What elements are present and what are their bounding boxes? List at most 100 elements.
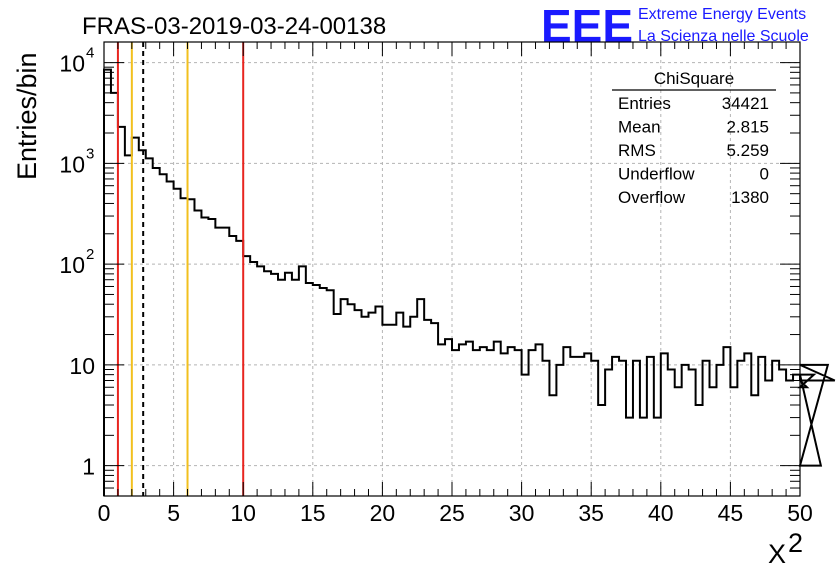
- histogram-bin: [480, 347, 487, 496]
- y-tick-label: 1: [82, 454, 95, 480]
- histogram-bin: [730, 387, 737, 496]
- histogram-bin: [779, 370, 786, 496]
- y-tick-label-exp: 2: [86, 246, 94, 263]
- y-tick-label-base: 1: [82, 454, 95, 480]
- histogram-bin: [355, 310, 362, 496]
- stats-title: ChiSquare: [654, 69, 734, 88]
- x-tick-label: 30: [509, 500, 535, 526]
- histogram-bin: [710, 387, 717, 496]
- histogram-bin: [146, 158, 153, 496]
- stats-value: 5.259: [726, 141, 769, 160]
- histogram-bin: [529, 350, 536, 496]
- histogram-bin: [313, 285, 320, 496]
- histogram-bin: [368, 313, 375, 496]
- histogram-bin: [167, 182, 174, 496]
- y-tick-label-base: 10: [59, 252, 85, 278]
- y-tick-label-base: 10: [59, 51, 85, 77]
- y-tick-label-exp: 3: [86, 145, 94, 162]
- histogram-bin: [104, 70, 111, 496]
- histogram-bin: [668, 370, 675, 496]
- histogram-bin: [675, 387, 682, 496]
- histogram-bin: [591, 361, 598, 496]
- x-tick-label: 10: [230, 500, 256, 526]
- stats-label: Overflow: [618, 188, 686, 207]
- histogram-bin: [118, 127, 125, 496]
- x-tick-labels: 0 5 10 15 20 25 30 35 40 45 50: [98, 500, 813, 526]
- histogram-bin: [229, 236, 236, 496]
- y-tick-label: 10 4: [59, 45, 94, 77]
- histogram-bin: [389, 325, 396, 496]
- x-axis-title-superscript: 2: [788, 528, 803, 558]
- histogram-bin: [327, 290, 334, 496]
- histogram: [103, 68, 836, 496]
- grid: [104, 42, 800, 496]
- histogram-bin: [786, 381, 793, 496]
- x-tick-label: 25: [439, 500, 465, 526]
- logo-mark: EEE: [541, 0, 633, 52]
- histogram-bin: [320, 288, 327, 496]
- histogram-bin: [153, 168, 160, 496]
- x-tick-label: 40: [648, 500, 674, 526]
- histogram-bin: [459, 344, 466, 496]
- histogram-bin: [194, 211, 201, 496]
- y-tick-label-base: 10: [59, 151, 85, 177]
- histogram-bin: [132, 138, 139, 496]
- y-tick-label: 10 2: [59, 246, 94, 278]
- histogram-bin: [647, 357, 654, 496]
- logo-line-2: La Scienza nelle Scuole: [638, 28, 809, 45]
- x-tick-label: 45: [718, 500, 744, 526]
- histogram-bin: [181, 198, 188, 496]
- histogram-bin: [570, 357, 577, 496]
- histogram-bin: [348, 304, 355, 496]
- histogram-bin: [243, 256, 250, 496]
- stats-value: 34421: [722, 94, 769, 113]
- x-tick-label: 5: [167, 500, 180, 526]
- histogram-bin: [341, 299, 348, 496]
- y-tick-label-base: 10: [69, 353, 95, 379]
- histogram-bin: [765, 381, 772, 496]
- histogram-bin: [515, 350, 522, 496]
- histogram-bin: [222, 228, 229, 496]
- stats-label: Entries: [618, 94, 671, 113]
- histogram-bin: [612, 357, 619, 496]
- y-axis-title: Entries/bin: [12, 52, 42, 180]
- stats-value: 1380: [731, 188, 769, 207]
- chart-title: FRAS-03-2019-03-24-00138: [82, 13, 386, 40]
- histogram-bin: [556, 365, 563, 496]
- histogram-bin: [605, 370, 612, 496]
- x-tick-label: 0: [98, 500, 111, 526]
- stats-label: Mean: [618, 118, 661, 137]
- stats-label: RMS: [618, 141, 656, 160]
- histogram-bin: [689, 370, 696, 496]
- stats-value: 0: [760, 165, 769, 184]
- histogram-bin: [661, 353, 668, 496]
- histogram-bin: [549, 395, 556, 496]
- histogram-bin: [737, 361, 744, 496]
- histogram-bin: [292, 280, 299, 496]
- histogram-bin: [382, 325, 389, 496]
- stats-value: 2.815: [726, 118, 769, 137]
- histogram-bin: [501, 353, 508, 496]
- histogram-bin: [431, 323, 438, 496]
- stats-label: Underflow: [618, 165, 695, 184]
- histogram-bin: [654, 418, 661, 496]
- histogram-bin: [278, 280, 285, 496]
- histogram-bin: [306, 283, 313, 496]
- threshold-lines: [116, 42, 245, 496]
- histogram-bin: [208, 219, 215, 496]
- histogram-bin: [473, 350, 480, 496]
- histogram-bin: [215, 228, 222, 496]
- histogram-bin: [536, 344, 543, 496]
- histogram-bin: [577, 357, 584, 496]
- histogram-bin: [494, 342, 501, 496]
- x-tick-label: 15: [300, 500, 326, 526]
- histogram-bin: [563, 347, 570, 496]
- histogram-bin: [696, 405, 703, 496]
- histogram-bin: [257, 266, 264, 496]
- eee-logo: EEE Extreme Energy Events La Scienza nel…: [541, 0, 809, 52]
- logo-line-1: Extreme Energy Events: [638, 6, 806, 23]
- x-axis-title: X 2: [768, 528, 803, 569]
- histogram-bin: [271, 274, 278, 496]
- x-tick-label: 35: [578, 500, 604, 526]
- histogram-bin: [758, 357, 765, 496]
